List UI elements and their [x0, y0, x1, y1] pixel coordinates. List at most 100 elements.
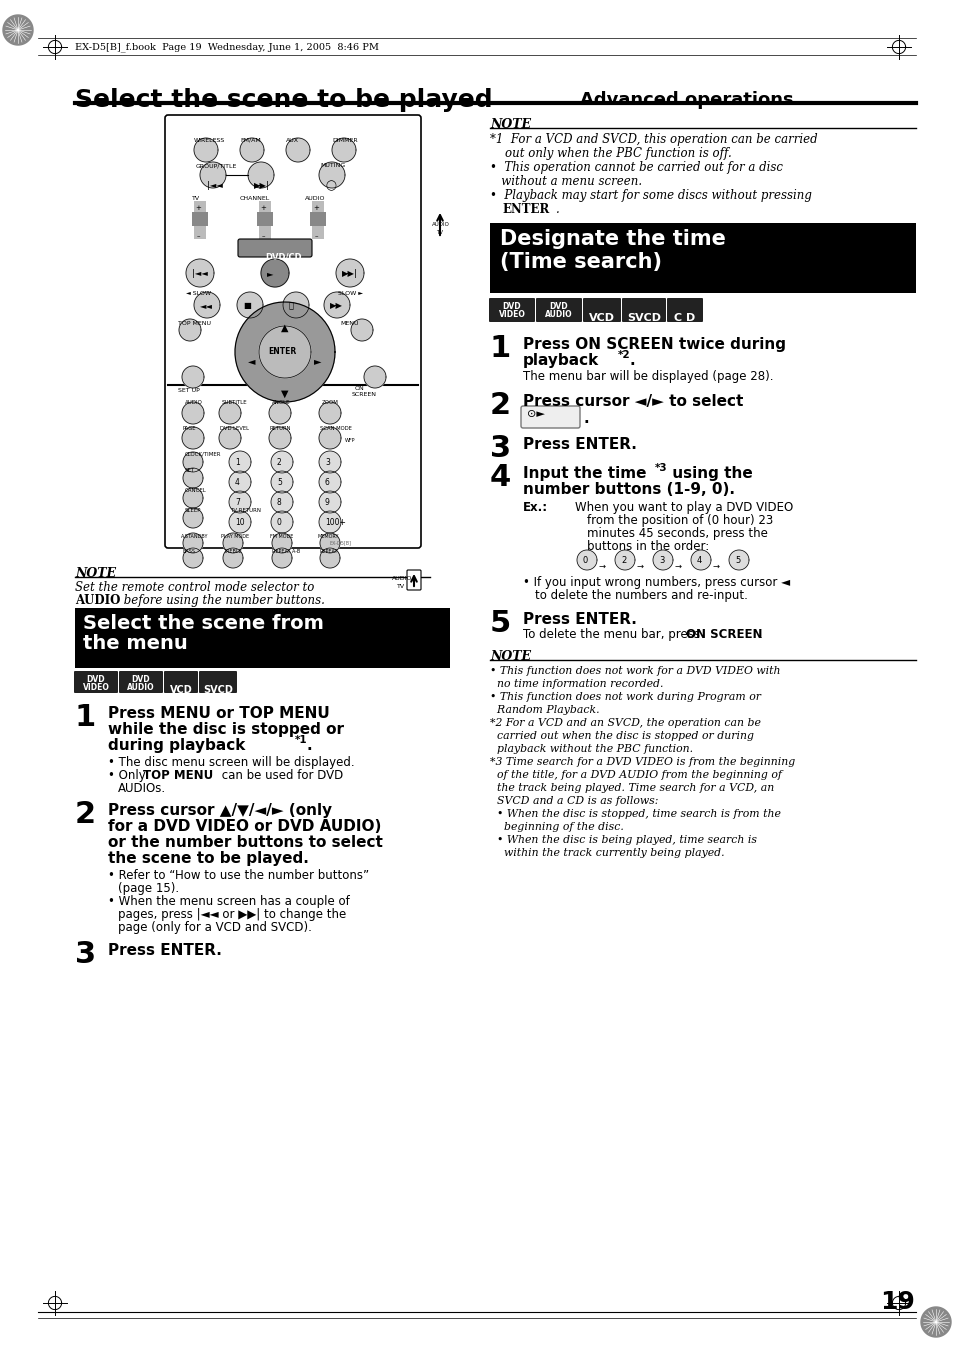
Polygon shape	[577, 550, 597, 570]
Text: →: →	[712, 562, 720, 571]
Text: SET: SET	[185, 467, 195, 473]
Text: the scene to be played.: the scene to be played.	[108, 851, 309, 866]
Polygon shape	[286, 138, 310, 162]
Text: Set the remote control mode selector to: Set the remote control mode selector to	[75, 581, 314, 594]
Text: 0: 0	[582, 557, 588, 565]
Text: 2: 2	[75, 800, 96, 830]
Text: EX-D5[B]_f.book  Page 19  Wednesday, June 1, 2005  8:46 PM: EX-D5[B]_f.book Page 19 Wednesday, June …	[75, 42, 378, 51]
Text: ▶▶: ▶▶	[330, 301, 343, 309]
Polygon shape	[183, 453, 203, 471]
Text: CANCEL: CANCEL	[185, 488, 207, 493]
FancyBboxPatch shape	[536, 299, 581, 322]
Text: 4: 4	[234, 478, 239, 486]
Text: SCREEN: SCREEN	[352, 392, 376, 397]
Text: VCD: VCD	[170, 685, 193, 694]
Text: MENU: MENU	[339, 322, 358, 326]
Polygon shape	[318, 451, 340, 473]
Text: Ex.:: Ex.:	[522, 501, 548, 513]
Text: NOTE: NOTE	[490, 118, 531, 131]
Bar	[256, 212, 273, 226]
Polygon shape	[183, 534, 203, 553]
Text: Press ENTER.: Press ENTER.	[522, 612, 637, 627]
Text: TV RETURN: TV RETURN	[230, 508, 261, 513]
Text: *3: *3	[655, 463, 667, 473]
Text: out only when the PBC function is off.: out only when the PBC function is off.	[490, 147, 731, 159]
Polygon shape	[182, 427, 204, 449]
Text: NOTE: NOTE	[75, 567, 116, 580]
Text: –: –	[196, 232, 200, 239]
Polygon shape	[272, 549, 292, 567]
Text: within the track currently being played.: within the track currently being played.	[490, 848, 724, 858]
Text: RETURN: RETURN	[270, 426, 292, 431]
Text: PAGE: PAGE	[183, 426, 196, 431]
Text: REPEAT A-B: REPEAT A-B	[272, 549, 300, 554]
Text: WFP: WFP	[345, 438, 355, 443]
Text: SVCD: SVCD	[626, 313, 660, 323]
Text: SET UP: SET UP	[178, 388, 199, 393]
Text: for a DVD VIDEO or DVD AUDIO): for a DVD VIDEO or DVD AUDIO)	[108, 819, 381, 834]
Text: REPEAT: REPEAT	[319, 549, 338, 554]
Polygon shape	[728, 550, 748, 570]
Text: beginning of the disc.: beginning of the disc.	[490, 821, 623, 832]
Text: 9: 9	[325, 499, 330, 507]
FancyBboxPatch shape	[74, 671, 118, 693]
Text: ▲: ▲	[281, 323, 288, 332]
Text: ►: ►	[314, 357, 321, 366]
Text: When you want to play a DVD VIDEO: When you want to play a DVD VIDEO	[575, 501, 792, 513]
Text: →: →	[675, 562, 681, 571]
Text: playback without the PBC function.: playback without the PBC function.	[490, 744, 693, 754]
Polygon shape	[200, 162, 226, 188]
Text: Press cursor ▲/▼/◄/► (only: Press cursor ▲/▼/◄/► (only	[108, 802, 332, 817]
Text: BASS: BASS	[183, 549, 195, 554]
FancyBboxPatch shape	[165, 115, 420, 549]
FancyBboxPatch shape	[199, 671, 236, 693]
Text: 3: 3	[75, 940, 96, 969]
Text: • The disc menu screen will be displayed.: • The disc menu screen will be displayed…	[108, 757, 355, 769]
Text: AUX: AUX	[286, 138, 298, 143]
Text: 2: 2	[620, 557, 625, 565]
Polygon shape	[236, 292, 263, 317]
Bar	[192, 212, 208, 226]
Text: +: +	[313, 205, 318, 211]
Text: (page 15).: (page 15).	[118, 882, 179, 894]
Text: .: .	[759, 628, 762, 640]
Bar	[193, 201, 206, 239]
Polygon shape	[283, 292, 309, 317]
Text: carried out when the disc is stopped or during: carried out when the disc is stopped or …	[490, 731, 753, 740]
Polygon shape	[319, 534, 339, 553]
Text: before using the number buttons.: before using the number buttons.	[120, 594, 325, 607]
Polygon shape	[324, 292, 350, 317]
Text: VIDEO: VIDEO	[498, 309, 525, 319]
Text: •  This operation cannot be carried out for a disc: • This operation cannot be carried out f…	[490, 161, 782, 174]
Text: • When the disc is stopped, time search is from the: • When the disc is stopped, time search …	[490, 809, 781, 819]
Bar	[258, 201, 271, 239]
Text: 2: 2	[276, 458, 281, 467]
Polygon shape	[234, 303, 335, 403]
Text: AUDIO: AUDIO	[185, 400, 203, 405]
FancyBboxPatch shape	[666, 299, 702, 322]
Text: while the disc is stopped or: while the disc is stopped or	[108, 721, 344, 738]
Text: TV: TV	[192, 196, 200, 201]
Text: →: →	[637, 562, 643, 571]
Text: CHANNEL: CHANNEL	[240, 196, 270, 201]
Polygon shape	[332, 138, 355, 162]
Text: 3: 3	[490, 434, 511, 463]
Polygon shape	[223, 549, 243, 567]
Text: SVCD: SVCD	[203, 685, 233, 694]
Text: –: –	[262, 232, 265, 239]
Text: *2 For a VCD and an SVCD, the operation can be: *2 For a VCD and an SVCD, the operation …	[490, 717, 760, 728]
Polygon shape	[271, 451, 293, 473]
Text: • When the menu screen has a couple of: • When the menu screen has a couple of	[108, 894, 350, 908]
Text: DVD: DVD	[87, 676, 105, 684]
Text: –: –	[314, 232, 318, 239]
Text: playback: playback	[522, 353, 598, 367]
Text: AUDIO: AUDIO	[392, 576, 412, 581]
Text: of the title, for a DVD AUDIO from the beginning of: of the title, for a DVD AUDIO from the b…	[490, 770, 781, 780]
Text: +: +	[194, 205, 201, 211]
Bar	[490, 223, 915, 293]
Text: • When the disc is being played, time search is: • When the disc is being played, time se…	[490, 835, 757, 844]
Text: • Refer to “How to use the number buttons”: • Refer to “How to use the number button…	[108, 869, 369, 882]
Polygon shape	[261, 259, 289, 286]
FancyBboxPatch shape	[582, 299, 620, 322]
Text: page (only for a VCD and SVCD).: page (only for a VCD and SVCD).	[118, 921, 312, 934]
